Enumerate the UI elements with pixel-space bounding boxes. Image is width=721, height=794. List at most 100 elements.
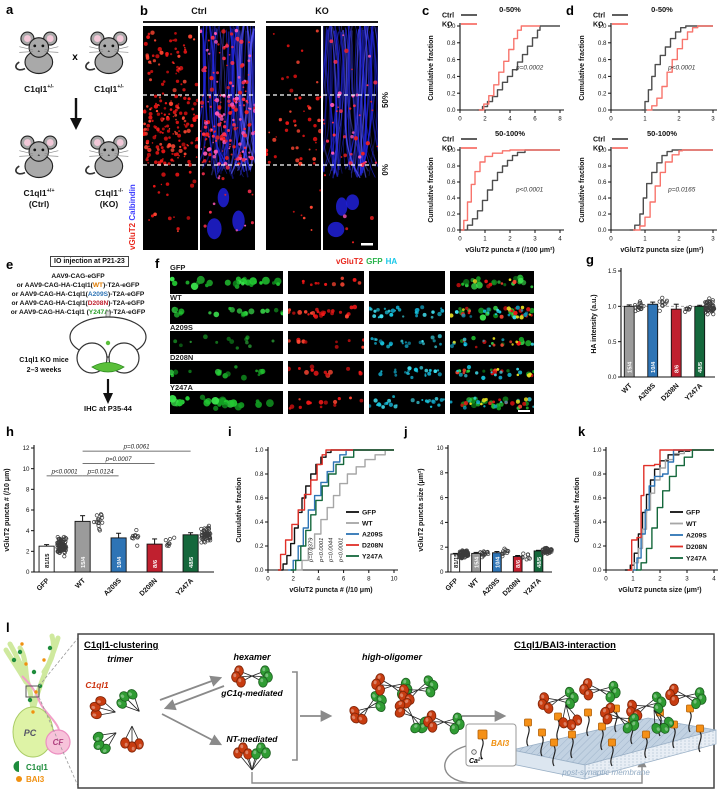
vglut2-punctum bbox=[192, 179, 197, 184]
bai3-tail bbox=[698, 731, 702, 753]
punctum bbox=[516, 373, 520, 377]
vglut2-punctum bbox=[221, 150, 224, 152]
punctum bbox=[312, 314, 316, 318]
y-tick-label: 0.4 bbox=[598, 195, 607, 202]
punctum bbox=[463, 278, 470, 286]
micrograph-Y247A-col1 bbox=[170, 391, 283, 414]
vglut2-punctum bbox=[238, 90, 243, 95]
punctum bbox=[238, 402, 245, 409]
purkinje-cell-sketch: PC CF C1ql1 BAI3 bbox=[3, 633, 79, 787]
vglut2-punctum bbox=[155, 125, 158, 128]
highlight bbox=[233, 673, 237, 678]
dendrite-fiber bbox=[323, 26, 330, 104]
punctum bbox=[357, 281, 362, 285]
variant-A209S: A209S bbox=[87, 291, 109, 298]
legend-label: A209S bbox=[362, 532, 383, 539]
rotated-p-value: p=0.0379 bbox=[309, 537, 315, 563]
y-axis-label: Cumulative fraction bbox=[428, 35, 435, 100]
micrograph-A209S-col1 bbox=[170, 331, 283, 354]
bai3-receptor bbox=[608, 738, 616, 747]
dendrite-fiber bbox=[202, 26, 218, 179]
vglut2-punctum bbox=[183, 123, 186, 126]
globular-domain bbox=[583, 689, 594, 701]
vglut2-punctum bbox=[170, 148, 175, 152]
vglut2-punctum bbox=[150, 214, 155, 218]
collagen-stalk bbox=[131, 725, 140, 742]
data-point bbox=[95, 520, 100, 526]
x-tick-label: 2 bbox=[677, 116, 681, 123]
n-label: 10/4 bbox=[651, 361, 657, 373]
y-tick-label: 8 bbox=[26, 487, 30, 494]
vglut2-punctum bbox=[165, 137, 168, 140]
clustering-title: C1ql1-clustering bbox=[84, 640, 159, 651]
y-tick-label: 1.0 bbox=[255, 447, 264, 454]
punctum bbox=[432, 339, 436, 343]
vglut2-punctum bbox=[157, 47, 162, 52]
y-tick-label: 0.4 bbox=[593, 519, 602, 526]
vglut2-punctum bbox=[232, 97, 235, 100]
punctum bbox=[501, 338, 505, 342]
highlight bbox=[539, 701, 543, 705]
punctum bbox=[513, 310, 518, 316]
vglut2-punctum bbox=[143, 109, 147, 114]
vglut2-punctum bbox=[243, 146, 247, 150]
punctum bbox=[226, 336, 231, 342]
aav-line-A209S: or AAV9-CAG-HA-C1ql1(A209S)-T2A-eGFP bbox=[11, 291, 145, 298]
arrow-to-hexamer bbox=[159, 675, 223, 701]
punctum bbox=[424, 374, 427, 377]
series-KO bbox=[646, 25, 713, 111]
punctum bbox=[304, 369, 309, 375]
highlight bbox=[400, 686, 404, 691]
vglut2-punctum bbox=[248, 155, 251, 159]
vglut2-punctum bbox=[228, 139, 232, 142]
vglut2-punctum bbox=[323, 122, 326, 125]
x-tick-label: 3 bbox=[711, 116, 715, 123]
highlight bbox=[625, 724, 629, 728]
vglut2-punctum bbox=[147, 32, 151, 36]
vglut2-punctum bbox=[209, 87, 215, 92]
panel-label-d: d bbox=[566, 3, 574, 18]
punctum bbox=[383, 402, 387, 406]
vglut2-punctum bbox=[183, 96, 187, 101]
series-WT bbox=[295, 449, 394, 571]
y-tick-label: 2 bbox=[26, 549, 30, 556]
punctum bbox=[208, 311, 212, 315]
vglut2-punctum bbox=[202, 159, 207, 163]
high-oligomer-label: high-oligomer bbox=[362, 652, 422, 662]
x-tick-label: 3 bbox=[533, 236, 537, 243]
strip-bg bbox=[369, 301, 445, 324]
punctum bbox=[376, 307, 380, 312]
vglut2-punctum bbox=[337, 106, 339, 108]
x-tick-label: 8 bbox=[558, 116, 562, 123]
vglut2-punctum bbox=[183, 146, 187, 150]
vglut2-punctum bbox=[369, 216, 374, 220]
vglut2-punctum bbox=[226, 128, 231, 133]
n-label: 10/4 bbox=[495, 556, 501, 568]
n-label: 15/4 bbox=[81, 556, 87, 568]
punctum bbox=[427, 371, 432, 376]
punctum bbox=[406, 372, 410, 376]
vglut2-punctum bbox=[150, 69, 154, 74]
punctum bbox=[478, 307, 485, 314]
y-tick-label: 0.2 bbox=[447, 211, 456, 218]
x-tick-label: 2 bbox=[483, 116, 487, 123]
highlight bbox=[571, 724, 575, 728]
y-axis-label: Cumulative fraction bbox=[428, 157, 435, 222]
punctum bbox=[450, 313, 454, 318]
globular-domain bbox=[565, 698, 575, 710]
punctum bbox=[358, 371, 363, 376]
vglut2-punctum bbox=[167, 216, 172, 221]
highlight bbox=[131, 746, 135, 751]
highlight bbox=[414, 724, 418, 728]
vglut2-punctum bbox=[293, 74, 297, 79]
punctum bbox=[303, 340, 308, 344]
y-tick-label: 0.0 bbox=[593, 567, 602, 574]
y-tick-label: 0.6 bbox=[598, 179, 607, 186]
punctum bbox=[325, 372, 329, 377]
collagen-stalk bbox=[653, 709, 664, 726]
vglut2-punctum bbox=[228, 147, 231, 150]
vglut2-punctum bbox=[239, 64, 244, 68]
punctum bbox=[389, 343, 393, 347]
highlight bbox=[258, 744, 262, 749]
punctum bbox=[248, 344, 252, 348]
